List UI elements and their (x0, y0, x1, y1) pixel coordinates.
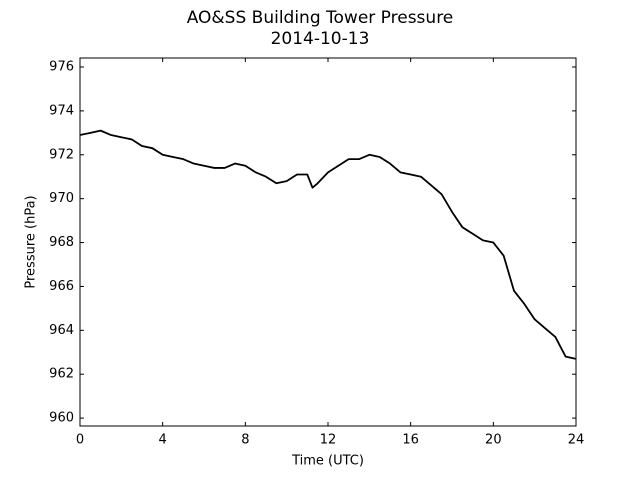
chart-title: AO&SS Building Tower Pressure (187, 8, 454, 28)
plot-frame (79, 57, 577, 427)
data-line (79, 129, 577, 360)
x-tick-label: 24 (568, 433, 585, 448)
x-tick-label: 0 (76, 433, 84, 448)
y-tick-label: 970 (49, 191, 74, 206)
chart-subtitle: 2014-10-13 (271, 29, 370, 49)
y-tick-label: 960 (49, 411, 74, 426)
x-axis-label: Time (UTC) (291, 454, 364, 469)
y-axis-label: Pressure (hPa) (24, 195, 39, 288)
x-tick-label: 12 (320, 433, 337, 448)
y-tick-label: 962 (49, 367, 74, 382)
y-tick-label: 976 (49, 59, 74, 74)
y-tick-label: 964 (49, 323, 74, 338)
x-tick-label: 20 (485, 433, 502, 448)
y-tick-label: 966 (49, 279, 74, 294)
y-tick-label: 972 (49, 147, 74, 162)
x-tick-label: 8 (241, 433, 249, 448)
x-tick-label: 16 (402, 433, 419, 448)
y-tick-label: 968 (49, 235, 74, 250)
x-tick-label: 4 (159, 433, 167, 448)
y-tick-label: 974 (49, 103, 74, 118)
